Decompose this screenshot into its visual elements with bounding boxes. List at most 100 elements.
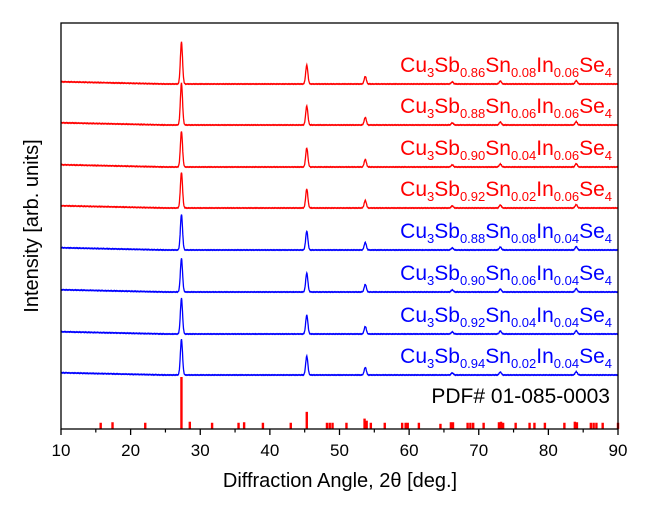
xrd-trace [60, 258, 619, 294]
reference-line [543, 422, 547, 429]
label-text: Sn [485, 220, 511, 243]
subscript: 4 [605, 106, 612, 121]
subscript: 0.06 [554, 65, 579, 80]
label-text: Sn [485, 345, 511, 368]
label-text: Sn [485, 54, 511, 77]
reference-line [573, 421, 577, 429]
subscript: 0.86 [460, 65, 485, 80]
subscript: 0.08 [511, 231, 536, 246]
subscript: 0.04 [511, 315, 536, 330]
label-text: Se [579, 262, 605, 285]
x-tick-label: 10 [52, 441, 71, 460]
subscript: 0.90 [460, 148, 485, 163]
x-tick-label: 30 [191, 441, 210, 460]
label-text: Sb [434, 95, 460, 118]
label-text: Sb [434, 137, 460, 160]
reference-line [328, 422, 331, 429]
label-text: In [536, 220, 554, 243]
subscript: 0.04 [511, 148, 536, 163]
subscript: 4 [605, 65, 612, 80]
reference-line [471, 422, 475, 429]
subscript: 0.04 [554, 273, 579, 288]
label-text: Se [579, 137, 605, 160]
x-axis-title: Diffraction Angle, 2θ [deg.] [223, 470, 457, 492]
reference-line [383, 422, 386, 429]
label-text: Se [579, 220, 605, 243]
xrd-trace [60, 214, 619, 252]
reference-line [242, 422, 246, 429]
series-label: Cu3Sb0.92Sn0.02In0.06Se4 [400, 178, 612, 204]
reference-line [501, 422, 505, 429]
label-text: Cu [400, 137, 427, 160]
label-text: Cu [400, 345, 427, 368]
subscript: 0.88 [460, 106, 485, 121]
reference-line [363, 418, 366, 429]
label-text: Se [579, 178, 605, 201]
subscript: 0.02 [511, 189, 536, 204]
label-text: In [536, 95, 554, 118]
reference-line [533, 422, 536, 429]
label-text: Sb [434, 178, 460, 201]
subscript: 0.06 [511, 273, 536, 288]
subscript: 3 [427, 231, 434, 246]
series-label: Cu3Sb0.90Sn0.06In0.04Se4 [400, 262, 612, 288]
reference-line [404, 422, 407, 429]
subscript: 0.04 [554, 231, 579, 246]
reference-line [451, 422, 455, 429]
label-text: Cu [400, 304, 427, 327]
reference-line [325, 422, 329, 429]
subscript: 0.06 [554, 148, 579, 163]
reference-line [406, 422, 409, 429]
reference-line [528, 422, 531, 429]
label-text: Cu [400, 262, 427, 285]
reference-line [595, 422, 598, 429]
label-text: Cu [400, 220, 427, 243]
label-text: Sb [434, 54, 460, 77]
label-text: In [536, 345, 554, 368]
reference-line [499, 421, 503, 429]
x-tick-label: 60 [400, 441, 419, 460]
x-tick-label: 40 [260, 441, 279, 460]
label-text: Se [579, 54, 605, 77]
reference-line [469, 422, 472, 429]
label-text: In [536, 304, 554, 327]
xrd-trace [60, 131, 619, 169]
label-text: Sb [434, 220, 460, 243]
label-text: Cu [400, 54, 427, 77]
subscript: 4 [605, 231, 612, 246]
subscript: 3 [427, 273, 434, 288]
label-text: Sn [485, 304, 511, 327]
y-axis-title: Intensity [arb. units] [21, 139, 43, 312]
reference-line [345, 422, 348, 429]
subscript: 0.06 [554, 106, 579, 121]
reference-line [449, 422, 453, 429]
xrd-trace [60, 297, 619, 336]
reference-line [144, 422, 147, 429]
reference-line [180, 377, 183, 429]
reference-line [331, 422, 334, 429]
reference-line [514, 422, 517, 429]
x-tick-label: 90 [609, 441, 628, 460]
label-text: Sn [485, 178, 511, 201]
label-text: In [536, 137, 554, 160]
series-label: Cu3Sb0.86Sn0.08In0.06Se4 [400, 54, 612, 80]
reference-line [237, 422, 240, 429]
label-text: In [536, 262, 554, 285]
series-label: Cu3Sb0.88Sn0.06In0.06Se4 [400, 95, 612, 121]
label-text: In [536, 54, 554, 77]
reference-line [111, 422, 114, 429]
xrd-trace [60, 338, 619, 377]
subscript: 0.88 [460, 231, 485, 246]
subscript: 4 [605, 273, 612, 288]
subscript: 3 [427, 65, 434, 80]
xrd-trace [60, 172, 619, 210]
x-tick-label: 80 [539, 441, 558, 460]
label-text: Cu [400, 178, 427, 201]
series-label: Cu3Sb0.92Sn0.04In0.04Se4 [400, 304, 612, 330]
subscript: 0.90 [460, 273, 485, 288]
reference-line [482, 422, 485, 429]
reference-line [575, 422, 579, 429]
reference-line [400, 422, 404, 429]
label-text: Sb [434, 345, 460, 368]
subscript: 0.06 [554, 189, 579, 204]
